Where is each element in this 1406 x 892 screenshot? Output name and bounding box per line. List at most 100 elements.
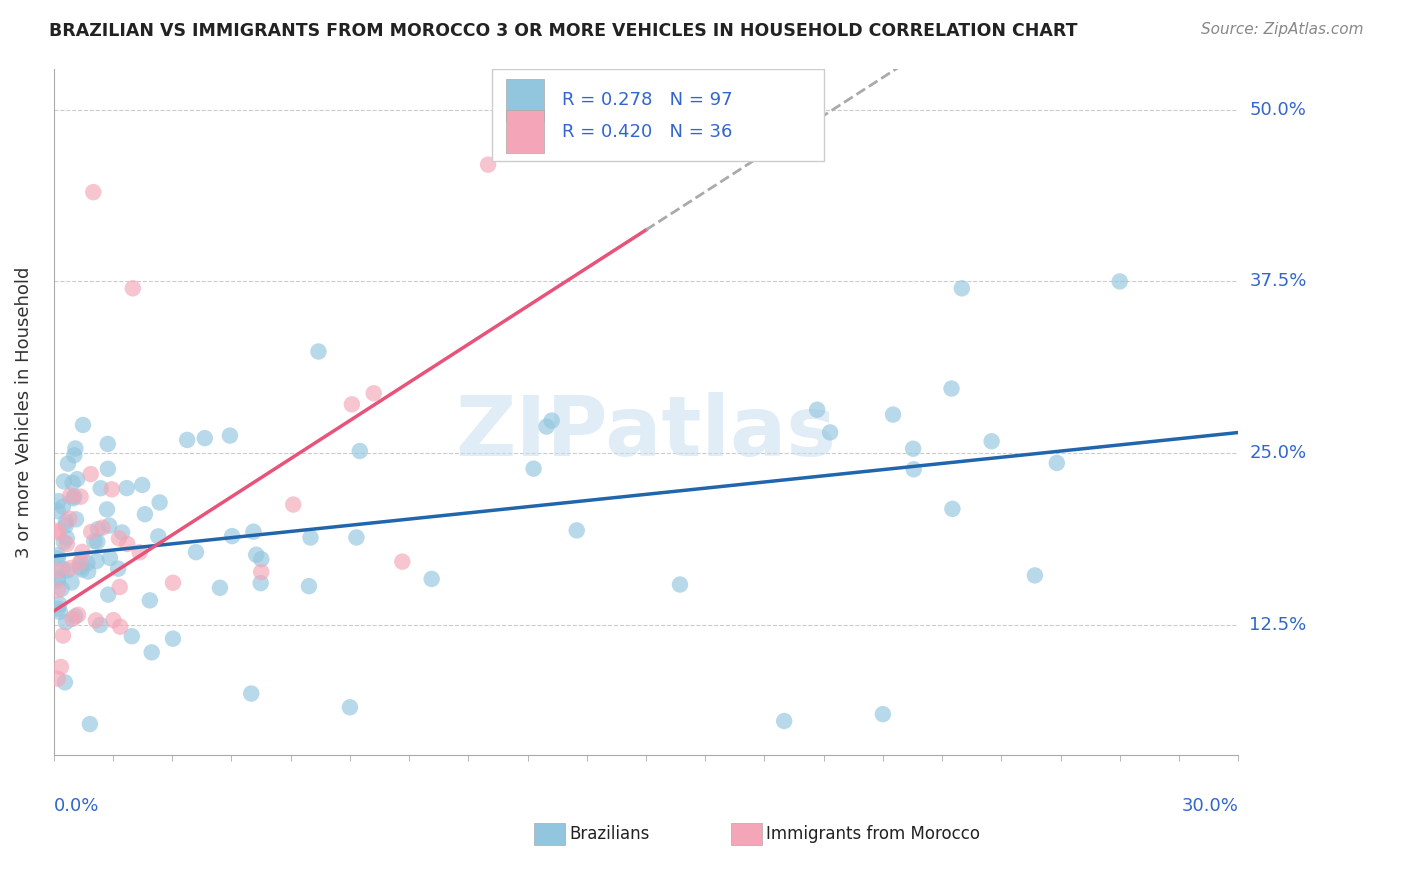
Point bbox=[349, 444, 371, 458]
Text: ZIPatlas: ZIPatlas bbox=[456, 392, 837, 473]
Point bbox=[63, 448, 86, 462]
Point bbox=[98, 518, 121, 533]
Point bbox=[56, 564, 79, 578]
Point bbox=[115, 481, 138, 495]
Point bbox=[149, 495, 172, 509]
Point bbox=[950, 281, 973, 295]
Point bbox=[46, 571, 69, 585]
Point bbox=[62, 491, 84, 506]
Point bbox=[82, 185, 104, 199]
Point bbox=[56, 457, 79, 471]
Point bbox=[941, 501, 963, 516]
Point bbox=[46, 601, 69, 615]
Point bbox=[565, 524, 588, 538]
Point bbox=[49, 605, 72, 619]
Point bbox=[100, 483, 122, 497]
Point bbox=[69, 560, 91, 574]
Point bbox=[86, 554, 108, 568]
Point bbox=[339, 700, 361, 714]
Point bbox=[53, 675, 76, 690]
Point bbox=[76, 556, 98, 570]
Text: R = 0.278   N = 97: R = 0.278 N = 97 bbox=[562, 91, 733, 109]
Point bbox=[901, 442, 924, 456]
Text: Brazilians: Brazilians bbox=[569, 825, 650, 843]
Point bbox=[249, 576, 271, 591]
Point bbox=[240, 687, 263, 701]
Point bbox=[242, 524, 264, 539]
Point bbox=[669, 577, 692, 591]
Text: 25.0%: 25.0% bbox=[1250, 444, 1306, 462]
Point bbox=[818, 425, 841, 440]
Point bbox=[141, 645, 163, 659]
Point bbox=[69, 490, 91, 504]
Point bbox=[139, 593, 162, 607]
Point bbox=[46, 672, 69, 686]
Point bbox=[52, 535, 75, 549]
Point bbox=[208, 581, 231, 595]
Point bbox=[176, 433, 198, 447]
Text: 50.0%: 50.0% bbox=[1250, 101, 1306, 119]
Text: Source: ZipAtlas.com: Source: ZipAtlas.com bbox=[1201, 22, 1364, 37]
Point bbox=[872, 707, 894, 722]
Text: 12.5%: 12.5% bbox=[1250, 615, 1306, 634]
Point bbox=[55, 518, 77, 533]
Point bbox=[117, 537, 139, 551]
Point bbox=[477, 158, 499, 172]
Point bbox=[83, 534, 105, 549]
Point bbox=[46, 504, 69, 518]
Point bbox=[46, 525, 69, 540]
Point bbox=[96, 502, 118, 516]
Point bbox=[90, 481, 112, 495]
Point bbox=[63, 490, 86, 504]
Point bbox=[221, 529, 243, 543]
Point bbox=[46, 524, 69, 538]
Point bbox=[66, 472, 89, 486]
Point bbox=[1046, 456, 1069, 470]
Point bbox=[52, 628, 75, 642]
Point bbox=[346, 531, 368, 545]
Point bbox=[65, 609, 87, 624]
Point bbox=[46, 551, 69, 566]
Point bbox=[48, 494, 70, 508]
Point bbox=[87, 522, 110, 536]
Point bbox=[250, 565, 273, 579]
Point bbox=[134, 507, 156, 521]
Text: 37.5%: 37.5% bbox=[1250, 272, 1306, 291]
Point bbox=[65, 512, 87, 526]
Point bbox=[245, 548, 267, 562]
FancyBboxPatch shape bbox=[492, 69, 824, 161]
Point bbox=[52, 500, 75, 514]
Point bbox=[391, 555, 413, 569]
Point bbox=[46, 549, 69, 563]
Point bbox=[980, 434, 1002, 449]
Point bbox=[58, 511, 80, 525]
Point bbox=[62, 475, 84, 490]
Point bbox=[250, 552, 273, 566]
Point bbox=[72, 545, 94, 559]
Point bbox=[80, 467, 103, 481]
Point bbox=[420, 572, 443, 586]
Point bbox=[111, 525, 134, 540]
Point bbox=[70, 563, 93, 577]
Point bbox=[49, 660, 72, 674]
Point bbox=[52, 475, 75, 489]
Point bbox=[128, 545, 150, 559]
Point bbox=[103, 613, 125, 627]
Point bbox=[46, 574, 69, 588]
Point bbox=[307, 344, 329, 359]
Point bbox=[184, 545, 207, 559]
Point bbox=[1108, 275, 1130, 289]
Point bbox=[80, 524, 103, 539]
Text: R = 0.420   N = 36: R = 0.420 N = 36 bbox=[562, 123, 733, 141]
Point bbox=[86, 534, 108, 549]
Point bbox=[77, 565, 100, 579]
Point bbox=[97, 588, 120, 602]
Point bbox=[55, 531, 77, 545]
Point bbox=[110, 620, 132, 634]
Point bbox=[131, 478, 153, 492]
Point bbox=[67, 607, 90, 622]
Point bbox=[773, 714, 796, 728]
Point bbox=[52, 562, 75, 576]
Point bbox=[283, 498, 305, 512]
Point bbox=[97, 437, 120, 451]
